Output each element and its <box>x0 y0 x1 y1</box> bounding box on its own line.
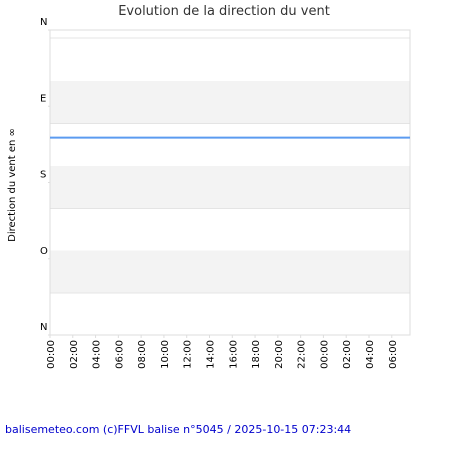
x-tick-label: 18:00 <box>251 340 262 369</box>
y-tick-label: O <box>40 246 48 257</box>
y-tick-label: E <box>40 93 46 104</box>
chart-title: Evolution de la direction du vent <box>118 4 330 19</box>
x-tick-label: 00:00 <box>46 340 57 369</box>
band-lines <box>50 37 410 294</box>
x-tick-label: 10:00 <box>160 340 171 369</box>
x-tick-label: 22:00 <box>297 340 308 369</box>
x-tick-label: 08:00 <box>137 340 148 369</box>
y-tick-label: S <box>40 170 46 181</box>
y-tick-label: N <box>40 17 47 28</box>
x-tick-label: 12:00 <box>183 340 194 369</box>
x-tick-label: 04:00 <box>365 340 376 369</box>
x-tick-label: 16:00 <box>228 340 239 369</box>
y-tick-label: N <box>40 322 47 333</box>
x-tick-label: 04:00 <box>92 340 103 369</box>
band <box>50 250 410 293</box>
x-tick-label: 02:00 <box>69 340 80 369</box>
y-axis-label: Direction du vent en ∞ <box>7 128 18 242</box>
x-tick-label: 14:00 <box>205 340 216 369</box>
x-tick-label: 06:00 <box>388 340 399 369</box>
footer: balisemeteo.com (c)FFVL balise n°5045 / … <box>5 423 351 436</box>
x-tick-label: 06:00 <box>114 340 125 369</box>
x-tick-label: 00:00 <box>319 340 330 369</box>
x-tick-label: 20:00 <box>274 340 285 369</box>
x-tick-label: 02:00 <box>342 340 353 369</box>
band <box>50 166 410 209</box>
band <box>50 81 410 124</box>
